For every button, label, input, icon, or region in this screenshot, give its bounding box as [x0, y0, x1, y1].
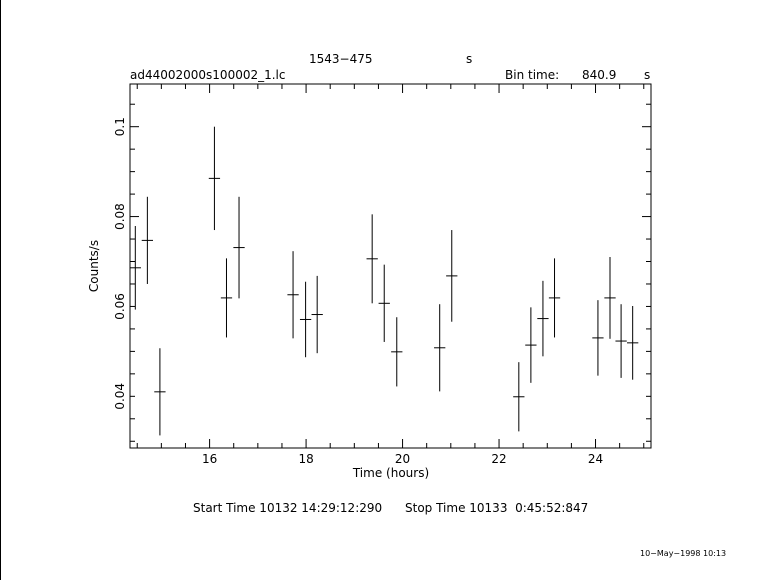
- data-point: [548, 258, 561, 338]
- y-tick-label: 0.06: [113, 293, 127, 320]
- x-axis-ticks: 16 18 20 22 24: [136, 84, 645, 466]
- data-points: [129, 126, 639, 436]
- data-point: [208, 126, 221, 231]
- data-point: [537, 280, 549, 357]
- data-point: [220, 258, 233, 338]
- y-tick-label: 0.08: [113, 203, 127, 230]
- data-point: [627, 305, 639, 380]
- data-point: [299, 281, 312, 358]
- left-border: [0, 0, 1, 580]
- data-point: [129, 226, 141, 310]
- units-marker: s: [466, 52, 473, 66]
- bin-time-value: 840.9: [582, 68, 617, 82]
- data-point: [378, 264, 390, 342]
- x-tick-label: 16: [202, 452, 217, 466]
- data-point: [287, 251, 299, 339]
- x-tick-label: 18: [298, 452, 313, 466]
- x-tick-label: 24: [588, 452, 603, 466]
- data-point: [592, 300, 604, 376]
- x-axis-label: Time (hours): [352, 466, 429, 480]
- data-point: [604, 257, 616, 339]
- plot-frame: [129, 83, 652, 449]
- y-axis-label: Counts/s: [87, 240, 101, 292]
- print-timestamp: 10−May−1998 10:13: [640, 549, 727, 558]
- data-point: [525, 307, 537, 383]
- data-point: [446, 230, 458, 322]
- source-name: 1543−475: [309, 52, 373, 66]
- data-point: [391, 317, 403, 387]
- data-point: [141, 196, 154, 284]
- data-point: [154, 348, 166, 436]
- x-tick-label: 20: [395, 452, 410, 466]
- data-point: [311, 275, 323, 354]
- start-time: Start Time 10132 14:29:12:290: [193, 501, 383, 515]
- data-point: [233, 196, 245, 299]
- data-point: [513, 362, 525, 432]
- y-tick-label: 0.1: [113, 117, 127, 136]
- data-point: [615, 304, 627, 378]
- bin-time-label: Bin time:: [505, 68, 560, 82]
- stop-time: Stop Time 10133 0:45:52:847: [405, 501, 589, 515]
- x-tick-label: 22: [491, 452, 506, 466]
- y-tick-label: 0.04: [113, 383, 127, 410]
- data-point: [366, 214, 378, 304]
- y-axis-ticks: 0.04 0.06 0.08 0.1: [113, 103, 651, 442]
- file-name: ad44002000s100002_1.lc: [130, 68, 286, 82]
- data-point: [434, 304, 446, 392]
- bin-time-unit: s: [644, 68, 651, 82]
